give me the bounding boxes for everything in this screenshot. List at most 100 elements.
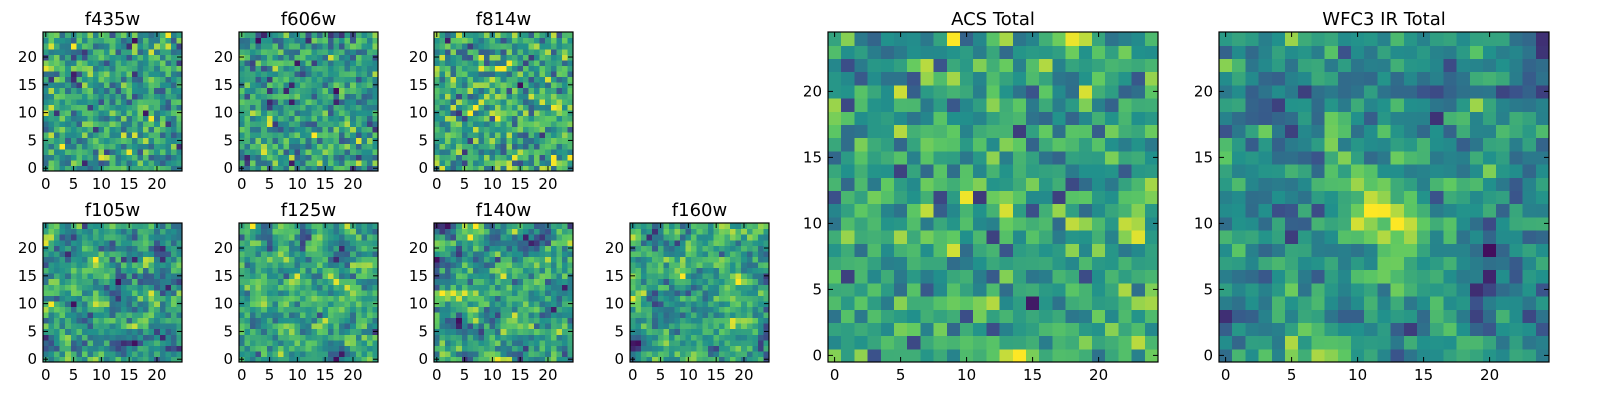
heatmap-cell [361,76,367,82]
heatmap-cell [328,149,334,155]
heatmap-cell [138,223,144,229]
heatmap-cell [960,256,974,270]
heatmap-cell [121,290,127,296]
heatmap-cell [160,312,166,318]
heatmap-cell [328,60,334,66]
heatmap-cell [245,138,251,144]
heatmap-cell [440,245,446,251]
heatmap-cell [713,279,719,285]
heatmap-cell [171,223,177,229]
heatmap-cell [306,306,312,312]
heatmap-cell [440,54,446,60]
heatmap-cell [534,149,540,155]
heatmap-cell [697,301,703,307]
heatmap-cell [272,267,278,273]
heatmap-cell [239,149,245,155]
heatmap-cell [132,154,138,160]
heatmap-cell [104,267,110,273]
heatmap-cell [126,306,132,312]
heatmap-cell [126,121,132,127]
heatmap-cell [256,290,262,296]
heatmap-cell [960,283,974,297]
heatmap-cell [736,290,742,296]
heatmap-cell [165,115,171,121]
heatmap-cell [71,99,77,105]
heatmap-cell [65,223,71,229]
heatmap-cell [490,99,496,105]
heatmap-cell [110,251,116,257]
heatmap-cell [434,240,440,246]
heatmap-cell [534,262,540,268]
heatmap-cell [165,138,171,144]
heatmap-cell [250,99,256,105]
heatmap-cell [339,32,345,38]
heatmap-cell [311,121,317,127]
heatmap-cell [506,43,512,49]
heatmap-cell [934,336,948,350]
heatmap-cell [239,334,245,340]
heatmap-cell [250,88,256,94]
heatmap-cell [663,329,669,335]
heatmap-cell [250,93,256,99]
heatmap-cell [283,93,289,99]
heatmap-cell [747,334,753,340]
heatmap-cell [495,240,501,246]
heatmap-cell [154,301,160,307]
heatmap-cell [267,60,273,66]
heatmap-cell [261,121,267,127]
heatmap-cell [49,301,55,307]
heatmap-cell [99,132,105,138]
heatmap-cell [245,127,251,133]
heatmap-cell [295,76,301,82]
heatmap-cell [841,256,855,270]
heatmap-cell [121,110,127,116]
heatmap-cell [467,160,473,166]
heatmap-cell [283,234,289,240]
heatmap-cell [328,104,334,110]
heatmap-cell [540,154,546,160]
heatmap-cell [93,290,99,296]
heatmap-cell [652,301,658,307]
heatmap-cell [165,32,171,38]
heatmap-cell [115,284,121,290]
heatmap-cell [551,93,557,99]
heatmap-cell [456,127,462,133]
heatmap-cell [300,329,306,335]
heatmap-cell [881,296,895,310]
heatmap-cell [154,160,160,166]
heatmap-cell [76,60,82,66]
heatmap-cell [278,273,284,279]
heatmap-cell [267,267,273,273]
heatmap-cell [1013,230,1027,244]
heatmap-cell [306,273,312,279]
heatmap-cell [478,127,484,133]
heatmap-cell [758,306,764,312]
heatmap-cell [171,284,177,290]
heatmap-cell [356,240,362,246]
heatmap-cell [121,43,127,49]
heatmap-cell [1105,296,1119,310]
heatmap-cell [149,71,155,77]
heatmap-cell [907,217,921,231]
heatmap-cell [65,251,71,257]
heatmap-cell [65,351,71,357]
heatmap-cell [680,295,686,301]
heatmap-cell [171,334,177,340]
heatmap-cell [556,143,562,149]
heatmap-cell [713,345,719,351]
heatmap-cell [267,334,273,340]
heatmap-cell [138,284,144,290]
heatmap-cell [54,329,60,335]
heatmap-cell [473,115,479,121]
heatmap-cell [467,318,473,324]
heatmap-cell [462,229,468,235]
heatmap-cell [295,71,301,77]
heatmap-cell [556,82,562,88]
heatmap-cell [523,351,529,357]
heatmap-cell [328,99,334,105]
heatmap-cell [545,132,551,138]
heatmap-cell [256,251,262,257]
heatmap-cell [506,54,512,60]
heatmap-cell [82,345,88,351]
heatmap-cell [65,229,71,235]
